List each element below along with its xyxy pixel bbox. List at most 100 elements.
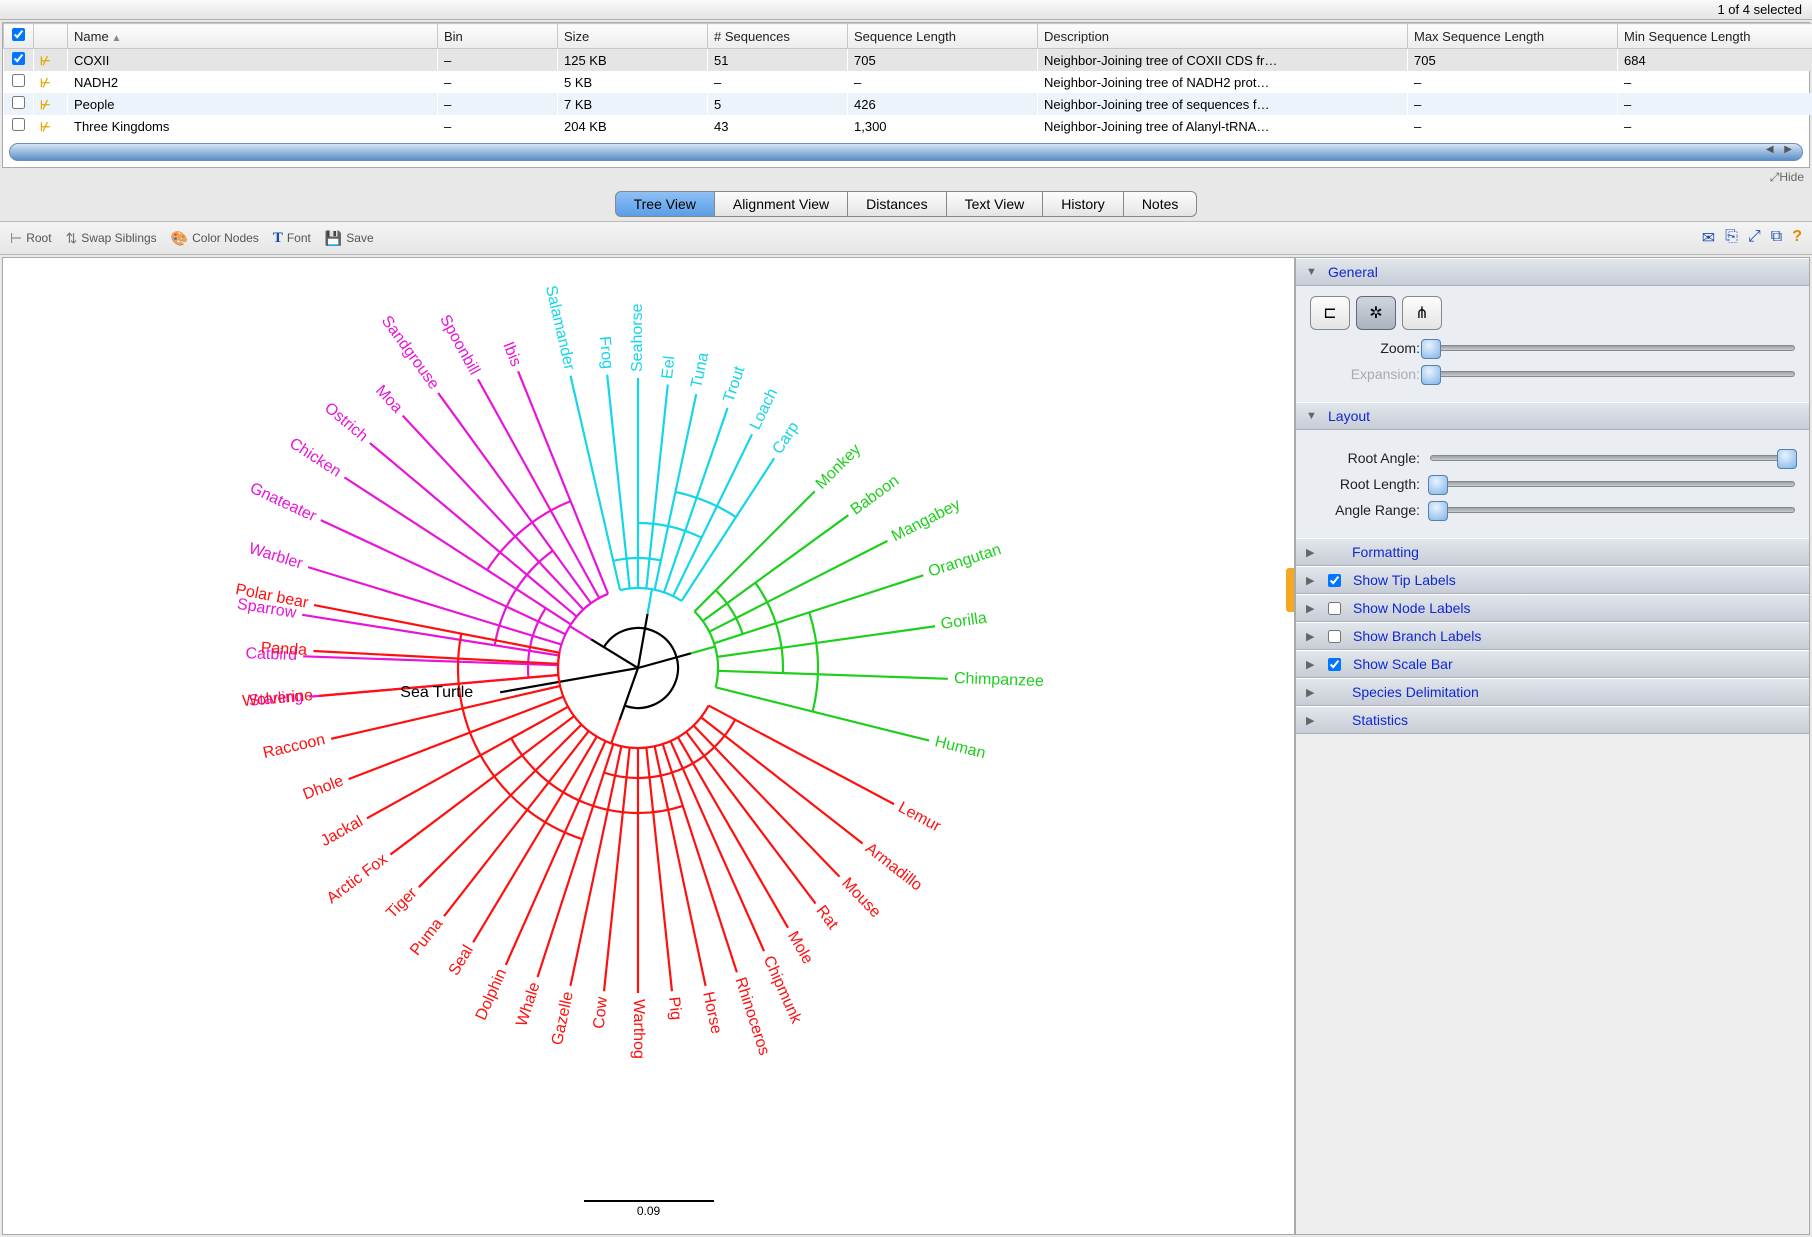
disclosure-icon: ▼ bbox=[1306, 410, 1318, 422]
section-layout[interactable]: ▼ Layout bbox=[1296, 402, 1809, 430]
taxon-label: Warthog bbox=[629, 999, 647, 1059]
row-checkbox[interactable] bbox=[12, 118, 25, 131]
color-nodes-button[interactable]: 🎨Color Nodes bbox=[171, 230, 259, 247]
section-title: Statistics bbox=[1352, 712, 1408, 728]
table-row[interactable]: ⊬ Three Kingdoms–204 KB431,300Neighbor-J… bbox=[4, 115, 1812, 137]
section-checkbox[interactable] bbox=[1328, 602, 1341, 615]
taxon-label: Seahorse bbox=[629, 304, 647, 373]
tree-icon: ⊬ bbox=[40, 54, 50, 68]
taxon-label: Pig bbox=[664, 996, 684, 1021]
disclosure-icon: ▶ bbox=[1306, 714, 1318, 727]
mail-icon[interactable]: ✉ bbox=[1702, 228, 1715, 248]
font-label: Font bbox=[287, 231, 311, 245]
section-title: Species Delimitation bbox=[1352, 684, 1479, 700]
column-header[interactable]: Name bbox=[68, 24, 438, 49]
save-icon: 💾 bbox=[325, 230, 342, 247]
column-header[interactable]: Bin bbox=[438, 24, 558, 49]
section-checkbox[interactable] bbox=[1328, 658, 1341, 671]
row-checkbox[interactable] bbox=[12, 96, 25, 109]
swap-siblings-button[interactable]: ⇅Swap Siblings bbox=[66, 230, 157, 247]
section-title: Formatting bbox=[1352, 544, 1419, 560]
expansion-label: Expansion: bbox=[1310, 366, 1420, 382]
column-header[interactable]: Max Sequence Length bbox=[1408, 24, 1618, 49]
angle-range-label: Angle Range: bbox=[1310, 502, 1420, 518]
root-angle-label: Root Angle: bbox=[1310, 450, 1420, 466]
layout-radial-button[interactable]: ✲ bbox=[1356, 296, 1396, 330]
horizontal-scrollbar[interactable] bbox=[9, 143, 1803, 161]
expansion-slider[interactable] bbox=[1430, 371, 1795, 377]
root-length-label: Root Length: bbox=[1310, 476, 1420, 492]
tab-tree-view[interactable]: Tree View bbox=[615, 191, 715, 217]
section-show-tip-labels[interactable]: ▶ Show Tip Labels bbox=[1296, 566, 1809, 594]
section-formatting[interactable]: ▶ Formatting bbox=[1296, 538, 1809, 566]
tab-notes[interactable]: Notes bbox=[1124, 191, 1198, 217]
tree-canvas[interactable]: 0.09 StarlingCatbirdSparrowWarblerGnatea… bbox=[2, 257, 1295, 1235]
section-show-node-labels[interactable]: ▶ Show Node Labels bbox=[1296, 594, 1809, 622]
column-header[interactable]: # Sequences bbox=[708, 24, 848, 49]
tab-history[interactable]: History bbox=[1043, 191, 1124, 217]
popout-icon[interactable]: ⧉ bbox=[1771, 228, 1782, 248]
section-checkbox[interactable] bbox=[1328, 574, 1341, 587]
section-species-delimitation[interactable]: ▶ Species Delimitation bbox=[1296, 678, 1809, 706]
hide-panel-button[interactable]: ⤢Hide bbox=[0, 170, 1812, 187]
disclosure-icon: ▶ bbox=[1306, 602, 1318, 615]
zoom-label: Zoom: bbox=[1310, 340, 1420, 356]
side-panel-handle[interactable] bbox=[1286, 568, 1294, 612]
section-checkbox[interactable] bbox=[1328, 630, 1341, 643]
disclosure-icon: ▶ bbox=[1306, 630, 1318, 643]
layout-rectangular-button[interactable]: ⊏ bbox=[1310, 296, 1350, 330]
section-title: Show Branch Labels bbox=[1353, 628, 1481, 644]
tree-icon: ⊬ bbox=[40, 120, 50, 134]
section-title: Show Node Labels bbox=[1353, 600, 1471, 616]
swap-label: Swap Siblings bbox=[81, 231, 156, 245]
tab-text-view[interactable]: Text View bbox=[947, 191, 1044, 217]
root-button[interactable]: ⊢ Root bbox=[10, 230, 52, 247]
scale-value: 0.09 bbox=[637, 1204, 660, 1218]
section-statistics[interactable]: ▶ Statistics bbox=[1296, 706, 1809, 734]
taxon-label: Eel bbox=[659, 355, 679, 380]
section-general[interactable]: ▼ General bbox=[1296, 258, 1809, 286]
column-header[interactable]: Description bbox=[1038, 24, 1408, 49]
zoom-slider[interactable] bbox=[1430, 345, 1795, 351]
root-angle-slider[interactable] bbox=[1430, 455, 1795, 461]
table-row[interactable]: ⊬ NADH2–5 KB––Neighbor-Joining tree of N… bbox=[4, 71, 1812, 93]
tab-distances[interactable]: Distances bbox=[848, 191, 946, 217]
table-row[interactable]: ⊬ People–7 KB5426Neighbor-Joining tree o… bbox=[4, 93, 1812, 115]
section-show-scale-bar[interactable]: ▶ Show Scale Bar bbox=[1296, 650, 1809, 678]
tree-icon: ⊬ bbox=[40, 76, 50, 90]
section-title: Layout bbox=[1328, 408, 1370, 424]
tab-alignment-view[interactable]: Alignment View bbox=[715, 191, 848, 217]
section-title: Show Scale Bar bbox=[1353, 656, 1453, 672]
section-title: Show Tip Labels bbox=[1353, 572, 1456, 588]
disclosure-icon: ▶ bbox=[1306, 658, 1318, 671]
export-icon[interactable]: ⎘ bbox=[1725, 228, 1738, 248]
font-button[interactable]: TFont bbox=[273, 230, 311, 247]
disclosure-icon: ▶ bbox=[1306, 686, 1318, 699]
column-header[interactable]: Sequence Length bbox=[848, 24, 1038, 49]
section-show-branch-labels[interactable]: ▶ Show Branch Labels bbox=[1296, 622, 1809, 650]
column-header[interactable]: Size bbox=[558, 24, 708, 49]
help-icon[interactable]: ? bbox=[1792, 228, 1802, 248]
save-button[interactable]: 💾Save bbox=[325, 230, 374, 247]
taxon-label: Frog bbox=[594, 335, 615, 370]
swap-icon: ⇅ bbox=[66, 230, 78, 247]
row-checkbox[interactable] bbox=[12, 52, 25, 65]
document-table: NameBinSize# SequencesSequence LengthDes… bbox=[2, 22, 1810, 168]
color-label: Color Nodes bbox=[192, 231, 259, 245]
root-length-slider[interactable] bbox=[1430, 481, 1795, 487]
row-checkbox[interactable] bbox=[12, 74, 25, 87]
expand-icon[interactable]: ⤢ bbox=[1748, 228, 1761, 248]
view-tabs: Tree ViewAlignment ViewDistancesText Vie… bbox=[0, 187, 1812, 221]
angle-range-slider[interactable] bbox=[1430, 507, 1795, 513]
column-header[interactable]: Min Sequence Length bbox=[1618, 24, 1812, 49]
section-title: General bbox=[1328, 264, 1378, 280]
layout-unrooted-button[interactable]: ⋔ bbox=[1402, 296, 1442, 330]
root-icon: ⊢ bbox=[10, 230, 22, 247]
tree-toolbar: ⊢Root ⇅Swap Siblings 🎨Color Nodes TFont … bbox=[0, 221, 1812, 255]
root-label: Root bbox=[26, 231, 51, 245]
root-taxon-label: Sea Turtle bbox=[400, 684, 473, 702]
table-row[interactable]: ⊬ COXII–125 KB51705Neighbor-Joining tree… bbox=[4, 49, 1812, 72]
check-all-header[interactable] bbox=[4, 24, 34, 49]
taxon-label: Chimpanzee bbox=[953, 670, 1043, 691]
disclosure-icon: ▶ bbox=[1306, 546, 1318, 559]
